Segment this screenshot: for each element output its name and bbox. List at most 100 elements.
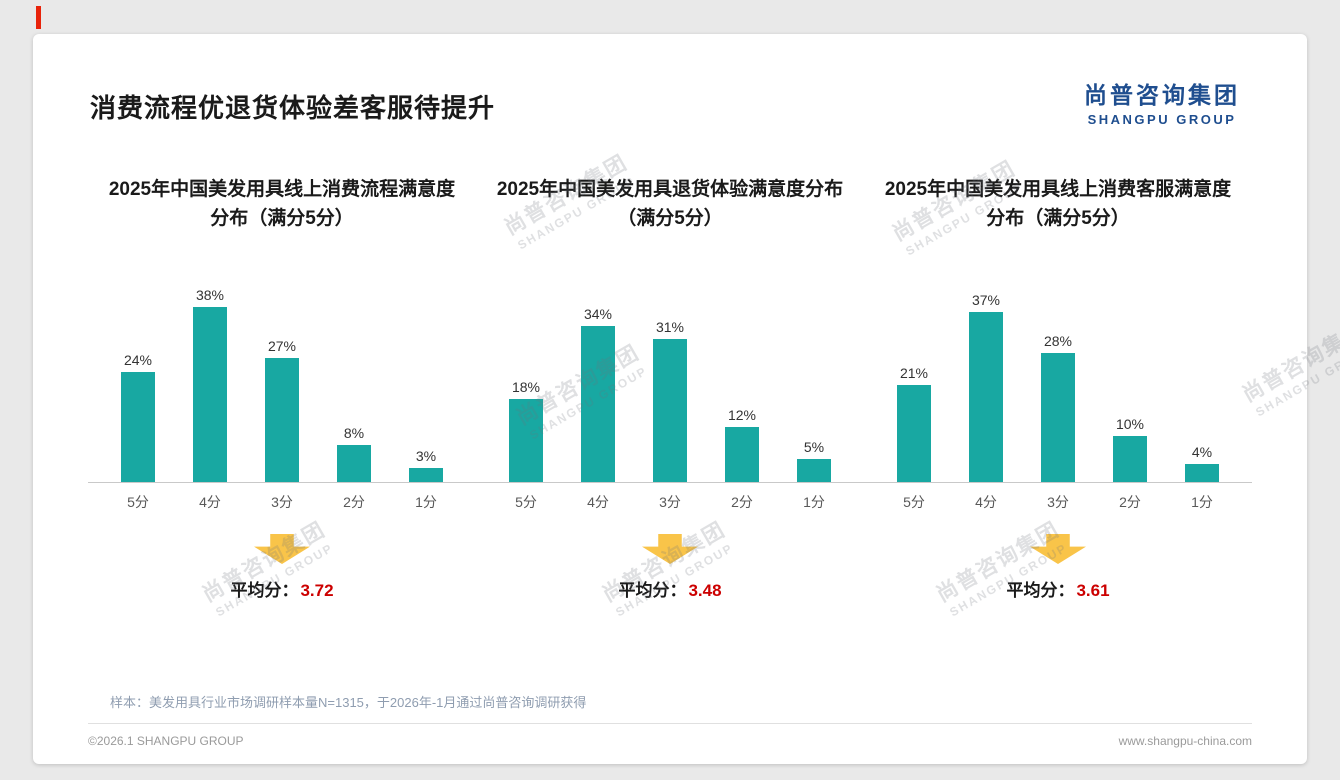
- bar-value-label: 12%: [727, 406, 757, 423]
- bar: [1185, 463, 1219, 482]
- bar: [969, 311, 1003, 482]
- category-label: 2分: [343, 494, 365, 510]
- average-label: 平均分：: [1006, 581, 1075, 600]
- average-value: 3.61: [1076, 581, 1110, 600]
- average-row: 平均分： 3.48: [476, 576, 864, 601]
- bar: [193, 307, 227, 482]
- bar-column: 34%: [562, 306, 634, 482]
- footer-copyright: ©2026.1 SHANGPU GROUP: [88, 734, 244, 748]
- category-label: 2分: [1119, 494, 1141, 510]
- bar-column: 31%: [634, 319, 706, 482]
- category-label: 2分: [731, 494, 753, 510]
- bar-value-label: 37%: [971, 291, 1001, 308]
- average-row: 平均分： 3.61: [864, 576, 1252, 601]
- bars-area: 18% 34% 31% 12% 5%: [476, 283, 864, 483]
- category-axis: 5分 4分 3分 2分 1分: [476, 483, 864, 512]
- category-label: 5分: [903, 494, 925, 510]
- bar-column: 38%: [174, 287, 246, 482]
- average-label: 平均分：: [618, 581, 687, 600]
- category-label: 3分: [1047, 494, 1069, 510]
- category-label: 5分: [515, 494, 537, 510]
- bar-value-label: 38%: [195, 287, 225, 304]
- average-value: 3.48: [688, 581, 722, 600]
- category-label: 3分: [659, 494, 681, 510]
- down-arrow-icon: [642, 534, 698, 564]
- bar-column: 21%: [878, 365, 950, 482]
- sample-note: 样本：美发用具行业市场调研样本量N=1315，于2026年-1月通过尚普咨询调研…: [110, 695, 587, 710]
- chart-title: 2025年中国美发用具线上消费流程满意度分布（满分5分）: [108, 179, 456, 230]
- average-label: 平均分：: [230, 581, 299, 600]
- bar-value-label: 10%: [1115, 416, 1145, 432]
- bars-area: 24% 38% 27% 8% 3%: [88, 283, 476, 483]
- bar: [1113, 436, 1147, 482]
- category-axis: 5分 4分 3分 2分 1分: [864, 483, 1252, 512]
- down-arrow-icon: [1030, 534, 1086, 564]
- category-label: 1分: [803, 494, 825, 510]
- bar: [509, 399, 543, 482]
- bar-value-label: 28%: [1043, 333, 1073, 350]
- bar-value-label: 8%: [343, 425, 365, 442]
- bar-value-label: 21%: [899, 365, 929, 382]
- bar: [409, 468, 443, 482]
- chart-title: 2025年中国美发用具线上消费客服满意度分布（满分5分）: [884, 179, 1232, 230]
- bar-column: 12%: [706, 407, 778, 482]
- bar-plot: 18% 34% 31% 12% 5% 5分 4分 3分 2分 1分: [476, 283, 864, 512]
- bar-value-label: 3%: [415, 448, 437, 465]
- bar-value-label: 5%: [803, 439, 825, 455]
- bar: [121, 371, 155, 482]
- bar-value-label: 34%: [583, 305, 613, 322]
- page-title: 消费流程优退货体验差客服待提升: [90, 93, 496, 123]
- bar: [581, 325, 615, 482]
- charts-row: 2025年中国美发用具线上消费流程满意度分布（满分5分） 24% 38% 27% 8%…: [88, 175, 1252, 601]
- bar-column: 10%: [1094, 416, 1166, 482]
- category-axis: 5分 4分 3分 2分 1分: [88, 483, 476, 512]
- company-logo: 尚普咨询集团 SHANGPU GROUP: [1084, 76, 1240, 127]
- category-label: 5分: [127, 494, 149, 510]
- bar-value-label: 24%: [123, 351, 153, 368]
- chart-customer-service-satisfaction: 2025年中国美发用具线上消费客服满意度分布（满分5分） 21% 37% 28% 10…: [864, 175, 1252, 601]
- average-row: 平均分： 3.72: [88, 576, 476, 601]
- bar: [797, 459, 831, 482]
- chart-consumption-process-satisfaction: 2025年中国美发用具线上消费流程满意度分布（满分5分） 24% 38% 27% 8%…: [88, 175, 476, 601]
- category-label: 4分: [975, 494, 997, 510]
- bar-column: 37%: [950, 292, 1022, 482]
- bar-plot: 21% 37% 28% 10% 4% 5分 4分 3分 2分 1分: [864, 283, 1252, 512]
- bar-column: 27%: [246, 338, 318, 482]
- bar: [337, 445, 371, 482]
- bar: [897, 385, 931, 482]
- slide-card: 消费流程优退货体验差客服待提升 尚普咨询集团 SHANGPU GROUP 202…: [33, 34, 1307, 764]
- bar-column: 28%: [1022, 333, 1094, 482]
- bar-value-label: 27%: [267, 337, 297, 354]
- footer: ©2026.1 SHANGPU GROUP www.shangpu-china.…: [88, 723, 1252, 748]
- chart-return-experience-satisfaction: 2025年中国美发用具退货体验满意度分布（满分5分） 18% 34% 31% 12% 5…: [476, 175, 864, 601]
- category-label: 4分: [199, 494, 221, 510]
- category-label: 4分: [587, 494, 609, 510]
- bar-value-label: 31%: [655, 319, 685, 336]
- bar-column: 5%: [778, 439, 850, 482]
- category-label: 3分: [271, 494, 293, 510]
- footer-website: www.shangpu-china.com: [1118, 734, 1252, 748]
- logo-en-text: SHANGPU GROUP: [1087, 112, 1237, 127]
- bar-value-label: 18%: [511, 379, 541, 396]
- bar: [653, 339, 687, 482]
- bar-plot: 24% 38% 27% 8% 3% 5分 4分 3分 2分 1分: [88, 283, 476, 512]
- down-arrow-icon: [254, 534, 310, 564]
- bar-column: 8%: [318, 425, 390, 482]
- average-value: 3.72: [300, 581, 334, 600]
- bar: [265, 357, 299, 482]
- logo-cn-text: 尚普咨询集团: [1084, 82, 1240, 108]
- bars-area: 21% 37% 28% 10% 4%: [864, 283, 1252, 483]
- category-label: 1分: [415, 494, 437, 510]
- bar-value-label: 4%: [1191, 443, 1213, 460]
- bar-column: 4%: [1166, 444, 1238, 482]
- bar: [725, 426, 759, 482]
- bar-column: 24%: [102, 352, 174, 482]
- chart-title: 2025年中国美发用具退货体验满意度分布（满分5分）: [496, 179, 844, 230]
- category-label: 1分: [1191, 494, 1213, 510]
- bar-column: 18%: [490, 379, 562, 482]
- red-accent-mark: [36, 6, 41, 29]
- header: 消费流程优退货体验差客服待提升 尚普咨询集团 SHANGPU GROUP: [88, 76, 1252, 127]
- bar-column: 3%: [390, 448, 462, 482]
- bar: [1041, 353, 1075, 482]
